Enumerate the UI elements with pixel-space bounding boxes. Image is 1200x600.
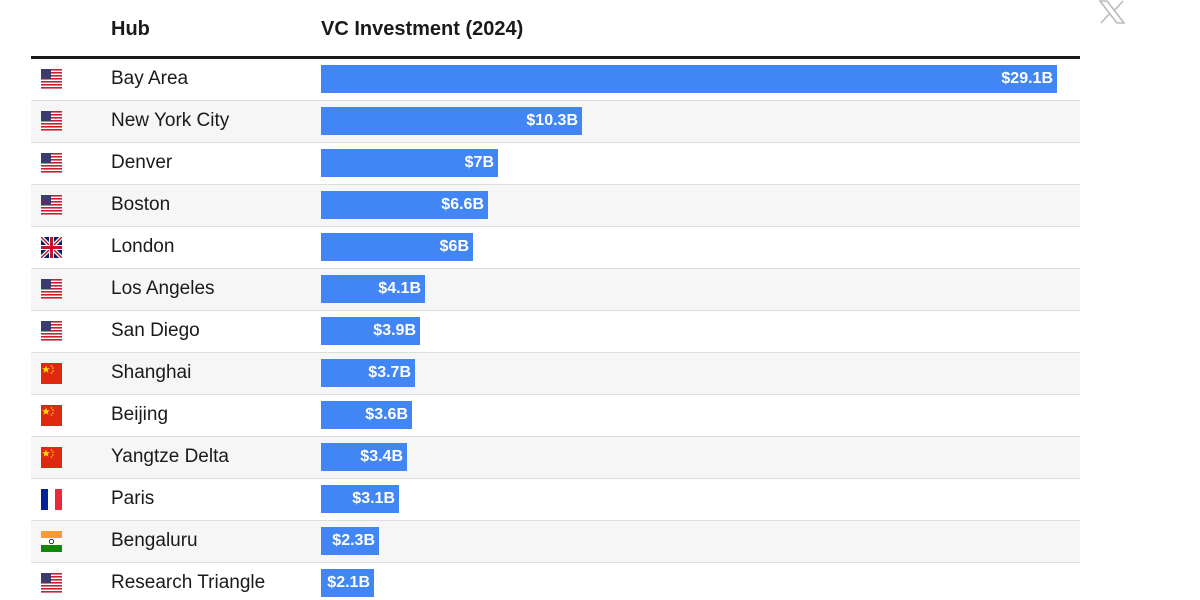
hub-name: Boston [111,194,171,215]
bar-value-label: $3.6B [365,406,408,423]
hub-name: Bengaluru [111,530,198,551]
bar-value-label: $3.4B [360,448,403,465]
us-flag-icon [41,195,62,216]
hub-column-header: Hub [111,18,150,40]
table-row: New York City $10.3B [31,101,1080,143]
bar [321,107,582,135]
table-row: San Diego $3.9B [31,311,1080,353]
china-flag-icon [41,405,62,426]
bar [321,443,407,471]
bar [321,191,488,219]
hub-name: Shanghai [111,362,192,383]
bar [321,233,473,261]
bar [321,275,425,303]
bar-value-label: $29.1B [1001,70,1053,87]
bar [321,485,399,513]
bar-value-label: $6.6B [441,196,484,213]
china-flag-icon [41,447,62,468]
table-row: Boston $6.6B [31,185,1080,227]
uk-flag-icon [41,237,62,258]
table-row: Research Triangle $2.1B [31,563,1080,600]
bar-value-label: $3.1B [352,490,395,507]
bar [321,317,420,345]
india-flag-icon [41,531,62,552]
bar-value-label: $3.7B [368,364,411,381]
bar-value-label: $3.9B [373,322,416,339]
us-flag-icon [41,279,62,300]
france-flag-icon [41,489,62,510]
hub-name: San Diego [111,320,200,341]
hub-name: Denver [111,152,173,173]
bar [321,149,498,177]
bar-value-label: $7B [464,154,494,171]
hub-name: Bay Area [111,68,189,89]
table-row: London $6B [31,227,1080,269]
bar-value-label: $10.3B [526,112,578,129]
bar [321,569,374,597]
bar [321,527,379,555]
bar-value-label: $4.1B [378,280,421,297]
us-flag-icon [41,573,62,594]
hub-name: London [111,236,175,257]
x-logo-icon[interactable] [1098,0,1126,24]
table-row: Los Angeles $4.1B [31,269,1080,311]
bar-value-label: $6B [439,238,469,255]
bar [321,401,412,429]
table-row: Denver $7B [31,143,1080,185]
bar-value-label: $2.1B [327,574,370,591]
table-row: Bengaluru $2.3B [31,521,1080,563]
hub-name: Beijing [111,404,169,425]
hub-name: Research Triangle [111,572,266,593]
table-row: Yangtze Delta $3.4B [31,437,1080,479]
china-flag-icon [41,363,62,384]
bar [321,359,415,387]
hub-name: Yangtze Delta [111,446,229,467]
chart-rows: Bay Area $29.1B New York City $10.3B Denver $… [31,59,1080,600]
table-row: Shanghai $3.7B [31,353,1080,395]
us-flag-icon [41,69,62,90]
vc-investment-column-header: VC Investment (2024) [321,18,524,40]
us-flag-icon [41,111,62,132]
us-flag-icon [41,153,62,174]
table-row: Paris $3.1B [31,479,1080,521]
header-divider [31,56,1080,59]
table-row: Beijing $3.6B [31,395,1080,437]
hub-name: Paris [111,488,155,509]
bar-value-label: $2.3B [332,532,375,549]
us-flag-icon [41,321,62,342]
hub-name: Los Angeles [111,278,215,299]
table-row: Bay Area $29.1B [31,59,1080,101]
hub-name: New York City [111,110,230,131]
bar [321,65,1057,93]
